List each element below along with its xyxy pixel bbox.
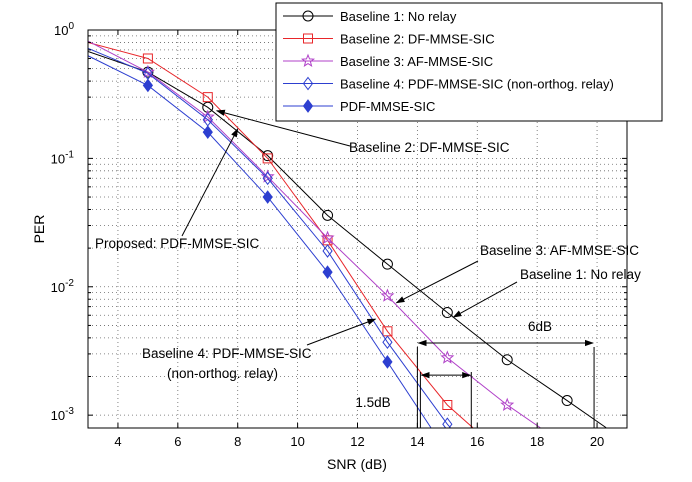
series-5-point (262, 190, 273, 204)
gap-label: 6dB (528, 319, 552, 334)
legend-label: Baseline 3: AF-MMSE-SIC (340, 54, 493, 69)
legend-label: PDF-MMSE-SIC (340, 99, 435, 114)
series-1-point (322, 209, 334, 221)
series-5 (88, 55, 432, 428)
series-2-line (88, 41, 474, 428)
y-axis-label: PER (31, 215, 47, 244)
series-1 (88, 51, 607, 428)
series-3-point (140, 64, 155, 79)
legend-entry-4: Baseline 4: PDF-MMSE-SIC (non-orthog. re… (283, 77, 614, 92)
annotation-label: Baseline 3: AF-MMSE-SIC (480, 243, 639, 258)
annotation-arrow (306, 318, 377, 346)
annotation-label: Baseline 2: DF-MMSE-SIC (349, 140, 510, 155)
annotation-arrow (395, 260, 479, 304)
x-axis-label: SNR (dB) (327, 456, 387, 472)
series-5-point (142, 78, 154, 93)
x-tick-label: 14 (410, 434, 424, 449)
annotation-arrow (452, 281, 518, 318)
legend-swatch-marker (302, 76, 314, 91)
series-4-point (262, 171, 273, 186)
annotation-arrow (215, 109, 351, 147)
y-tick-label: 10-2 (51, 278, 75, 295)
gap-annotations: 6dB 1.5dB (355, 319, 595, 428)
legend-swatch-marker (302, 99, 314, 113)
series-2-point (142, 53, 153, 64)
legend-entry-3: Baseline 3: AF-MMSE-SIC (283, 53, 493, 69)
annotation-arrow (181, 128, 239, 237)
series-5-point (322, 265, 333, 279)
series-3-point (260, 169, 275, 183)
x-tick-label: 18 (530, 434, 544, 449)
legend-entry-5: PDF-MMSE-SIC (283, 99, 435, 114)
x-tick-label: 4 (114, 434, 121, 449)
series-4-point (442, 417, 453, 428)
series-2 (88, 41, 474, 428)
legend-box (275, 2, 663, 122)
x-tick-label: 16 (470, 434, 484, 449)
x-tick-label: 8 (234, 434, 241, 449)
x-tick-label: 12 (350, 434, 364, 449)
axis-ticks: 4 6 8 10 12 14 16 18 20 100 10-1 10-2 10-3 (51, 21, 627, 449)
series-5-point (382, 355, 393, 369)
legend-label: Baseline 1: No relay (340, 9, 457, 24)
annotation-label: Baseline 1: No relay (520, 267, 641, 282)
series-2-point (202, 92, 213, 103)
series-1-line (88, 51, 607, 428)
series-1-point (561, 395, 573, 407)
series-1-point (441, 307, 453, 319)
annotation-label: Baseline 4: PDF-MMSE-SIC (142, 346, 312, 361)
x-tick-label: 10 (290, 434, 304, 449)
legend-entry-2: Baseline 2: DF-MMSE-SIC (283, 32, 495, 47)
legend-swatch-marker (300, 53, 316, 67)
series-4-line (88, 47, 451, 428)
series-4-point (382, 335, 393, 350)
series-3-point (500, 397, 515, 411)
y-tick-label: 10-1 (51, 149, 75, 166)
series-3-point (320, 230, 335, 244)
series-5-point (202, 125, 213, 140)
series-2-point (442, 399, 453, 410)
y-tick-label: 100 (54, 21, 74, 38)
series-1-point (501, 354, 513, 366)
annotation-label: Proposed: PDF-MMSE-SIC (95, 236, 260, 251)
legend-swatch-marker (303, 33, 313, 44)
series-4-point (322, 244, 333, 258)
legend-swatch-marker (302, 10, 314, 22)
series-1-point (381, 258, 393, 270)
legend: Baseline 1: No relay Baseline 2: DF-MMSE-… (275, 2, 663, 122)
y-tick-label: 10-3 (51, 406, 75, 423)
legend-label: Baseline 4: PDF-MMSE-SIC (non-orthog. re… (340, 77, 614, 92)
annotation-label: (non-orthog. relay) (167, 366, 278, 381)
gap-label: 1.5dB (355, 395, 390, 410)
series-2-point (262, 153, 273, 164)
legend-entry-1: Baseline 1: No relay (283, 9, 457, 24)
legend-label: Baseline 2: DF-MMSE-SIC (340, 32, 495, 47)
series-3-point (380, 288, 395, 302)
series-3-line (88, 40, 541, 428)
series-group (88, 40, 607, 428)
annotations: Baseline 2: DF-MMSE-SIC Proposed: PDF-MMS… (95, 109, 641, 381)
x-tick-label: 6 (174, 434, 181, 449)
x-tick-label: 20 (590, 434, 604, 449)
series-3-point (440, 350, 455, 364)
